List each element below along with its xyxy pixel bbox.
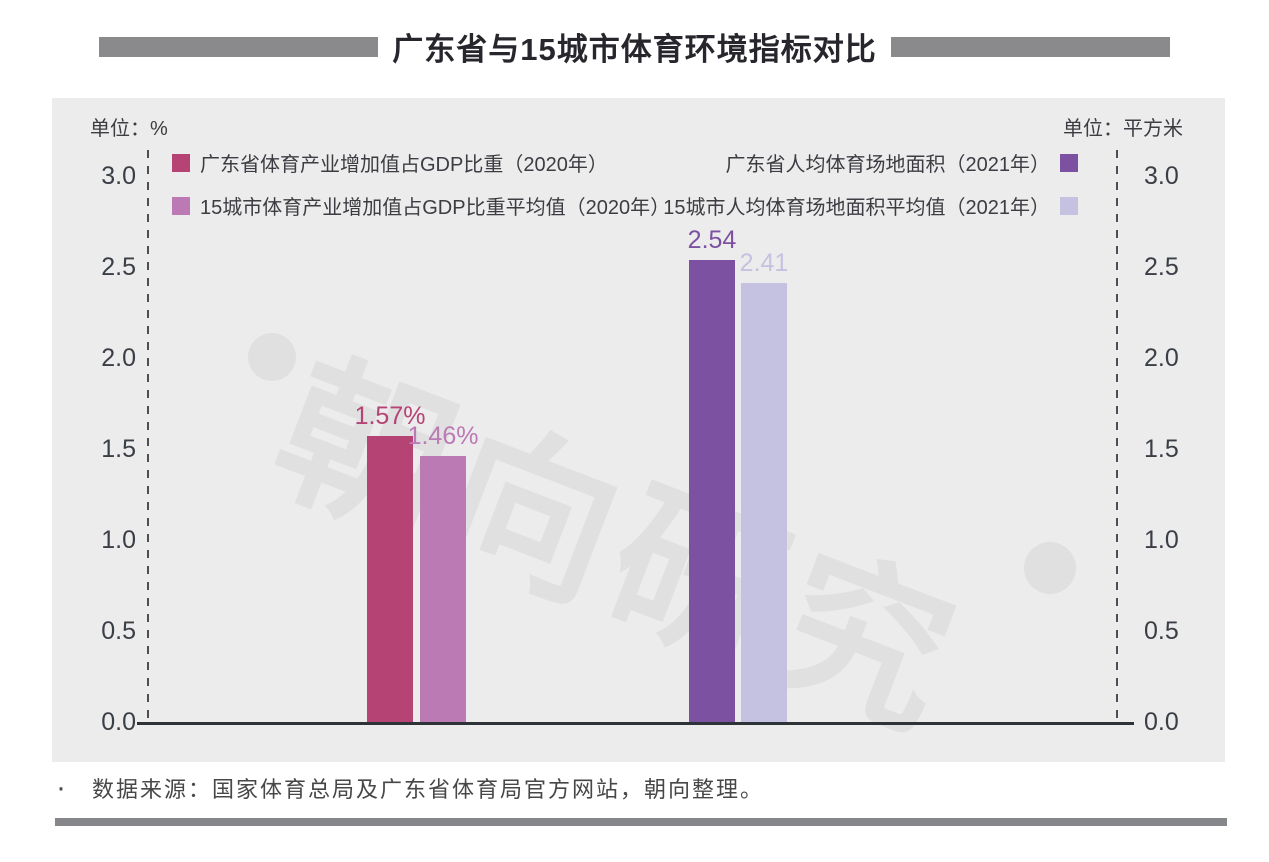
bar-group-gd-area: 2.54 [687, 226, 737, 722]
legend-label: 15城市体育产业增加值占GDP比重平均值（2020年） [200, 197, 671, 219]
bar-group-15city-area: 2.41 [739, 249, 789, 722]
legend-item: 广东省体育产业增加值占GDP比重（2020年） [172, 148, 670, 177]
legend-swatch-15city-area [1060, 196, 1078, 215]
right-tick-label: 1.5 [1144, 435, 1179, 463]
bar-group-15city-gdp: 1.46% [408, 422, 478, 722]
legend-swatch-15city-gdp [172, 196, 190, 215]
right-tick-label: 2.5 [1144, 253, 1179, 281]
right-tick-label: 2.0 [1144, 344, 1179, 372]
legend-item: 15城市人均体育场地面积平均值（2021年） [663, 191, 1078, 220]
bar-value-label: 1.57% [354, 402, 426, 430]
bar-value-label: 2.54 [687, 226, 737, 254]
bar-gd-gdp [367, 436, 413, 722]
x-axis-baseline [137, 722, 1134, 725]
left-tick-label: 0.0 [101, 708, 136, 736]
legend-item: 广东省人均体育场地面积（2021年） [725, 148, 1078, 177]
right-tick-label: 3.0 [1144, 162, 1179, 190]
title-row: 广东省与15城市体育环境指标对比 [0, 24, 1269, 69]
left-tick-label: 3.0 [101, 162, 136, 190]
right-axis-line [1116, 150, 1118, 722]
page-title: 广东省与15城市体育环境指标对比 [392, 32, 877, 67]
bar-group-gd-gdp: 1.57% [355, 402, 425, 722]
bottom-decor-bar [55, 818, 1227, 826]
source-note: 数据来源：国家体育总局及广东省体育局官方网站，朝向整理。 [92, 777, 765, 802]
legend-label: 15城市人均体育场地面积平均值（2021年） [663, 197, 1050, 219]
watermark-dot-left [248, 333, 296, 381]
right-tick-label: 1.0 [1144, 526, 1179, 554]
left-tick-label: 1.5 [101, 435, 136, 463]
bar-gd-area [689, 260, 735, 722]
bar-value-label: 2.41 [739, 249, 789, 277]
left-axis-unit-label: 单位：% [90, 118, 168, 140]
title-decor-bar-left [99, 36, 379, 57]
legend-swatch-gd-gdp [172, 153, 190, 172]
footer-bullet: · [56, 771, 66, 804]
title-decor-bar-right [890, 36, 1170, 57]
legend-item: 15城市体育产业增加值占GDP比重平均值（2020年） [172, 191, 670, 220]
right-axis-unit-label: 单位：平方米 [1063, 118, 1183, 140]
left-tick-label: 2.5 [101, 253, 136, 281]
chart-panel: 朝向研究 单位：% 单位：平方米 3.0 2.5 2.0 1.5 1.0 0.5… [52, 98, 1225, 762]
left-axis-line [147, 150, 149, 722]
right-tick-label: 0.0 [1144, 708, 1179, 736]
left-tick-label: 1.0 [101, 526, 136, 554]
right-tick-label: 0.5 [1144, 617, 1179, 645]
legend-label: 广东省人均体育场地面积（2021年） [725, 154, 1051, 176]
watermark-dot-right [1024, 542, 1076, 594]
bar-15city-area [741, 283, 787, 722]
bar-15city-gdp [420, 456, 466, 722]
legend-right: 广东省人均体育场地面积（2021年） 15城市人均体育场地面积平均值（2021年… [663, 148, 1078, 220]
legend-swatch-gd-area [1060, 153, 1078, 172]
left-tick-label: 2.0 [101, 344, 136, 372]
bar-value-label: 1.46% [407, 422, 479, 450]
legend-left: 广东省体育产业增加值占GDP比重（2020年） 15城市体育产业增加值占GDP比… [172, 148, 670, 220]
legend-label: 广东省体育产业增加值占GDP比重（2020年） [200, 154, 608, 176]
footer: · 数据来源：国家体育总局及广东省体育局官方网站，朝向整理。 [56, 772, 764, 804]
left-tick-label: 0.5 [101, 617, 136, 645]
watermark-text: 朝向研究 [252, 333, 985, 762]
